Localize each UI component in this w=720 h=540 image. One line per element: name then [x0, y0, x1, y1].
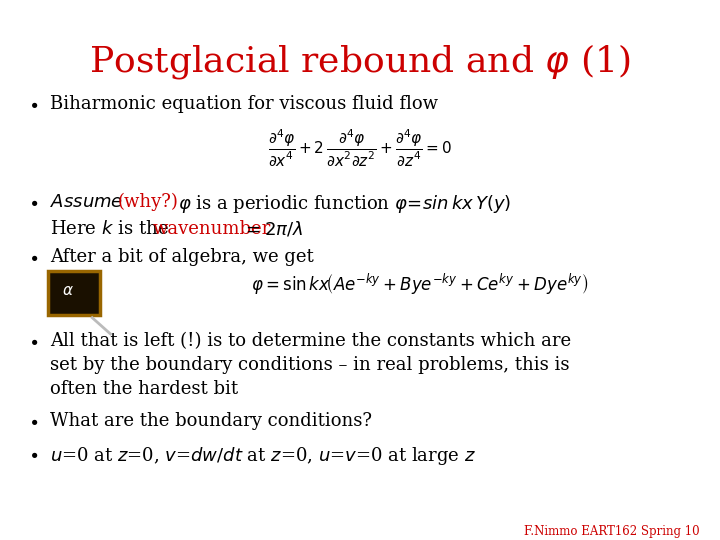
- Text: set by the boundary conditions – in real problems, this is: set by the boundary conditions – in real…: [50, 356, 570, 374]
- Text: What are the boundary conditions?: What are the boundary conditions?: [50, 412, 372, 430]
- Text: wavenumber: wavenumber: [153, 220, 271, 238]
- Text: (why?): (why?): [118, 193, 179, 211]
- Text: F.Nimmo EART162 Spring 10: F.Nimmo EART162 Spring 10: [524, 525, 700, 538]
- Text: $\varphi = \sin kx\!\left(Ae^{-ky} + Bye^{-ky} + Ce^{ky} + Dye^{ky}\right)$: $\varphi = \sin kx\!\left(Ae^{-ky} + Bye…: [251, 271, 589, 295]
- Text: Here $\mathit{k}$ is the: Here $\mathit{k}$ is the: [50, 220, 168, 238]
- Text: All that is left (!) is to determine the constants which are: All that is left (!) is to determine the…: [50, 332, 571, 350]
- Text: $\mathit{u}$=0 at $\mathit{z}$=0, $\mathit{v}$=$\mathit{dw/dt}$ at $\mathit{z}$=: $\mathit{u}$=0 at $\mathit{z}$=0, $\math…: [50, 445, 476, 467]
- Text: $\bullet$: $\bullet$: [28, 445, 38, 463]
- Text: $\varphi$ is a periodic function $\varphi\!=\!\mathit{sin\,kx\,Y(y)}$: $\varphi$ is a periodic function $\varph…: [178, 193, 511, 215]
- Text: $\bullet$: $\bullet$: [28, 95, 38, 113]
- Text: Postglacial rebound and $\varphi$ (1): Postglacial rebound and $\varphi$ (1): [89, 42, 631, 81]
- Text: often the hardest bit: often the hardest bit: [50, 380, 238, 398]
- Text: After a bit of algebra, we get: After a bit of algebra, we get: [50, 248, 314, 266]
- Text: $= 2\pi/\lambda$: $= 2\pi/\lambda$: [242, 220, 303, 239]
- Text: $\bullet$: $\bullet$: [28, 412, 38, 430]
- Text: $\dfrac{\partial^4\varphi}{\partial x^4} + 2\,\dfrac{\partial^4\varphi}{\partial: $\dfrac{\partial^4\varphi}{\partial x^4}…: [268, 128, 452, 169]
- Text: $\bullet$: $\bullet$: [28, 332, 38, 350]
- FancyBboxPatch shape: [48, 271, 100, 315]
- Text: $\bullet$: $\bullet$: [28, 248, 38, 266]
- Text: $\bullet$: $\bullet$: [28, 193, 38, 211]
- Text: Biharmonic equation for viscous fluid flow: Biharmonic equation for viscous fluid fl…: [50, 95, 438, 113]
- Text: $\mathit{Assume}$: $\mathit{Assume}$: [50, 193, 123, 211]
- Text: $\alpha$: $\alpha$: [62, 284, 73, 298]
- Text: •: •: [50, 445, 60, 463]
